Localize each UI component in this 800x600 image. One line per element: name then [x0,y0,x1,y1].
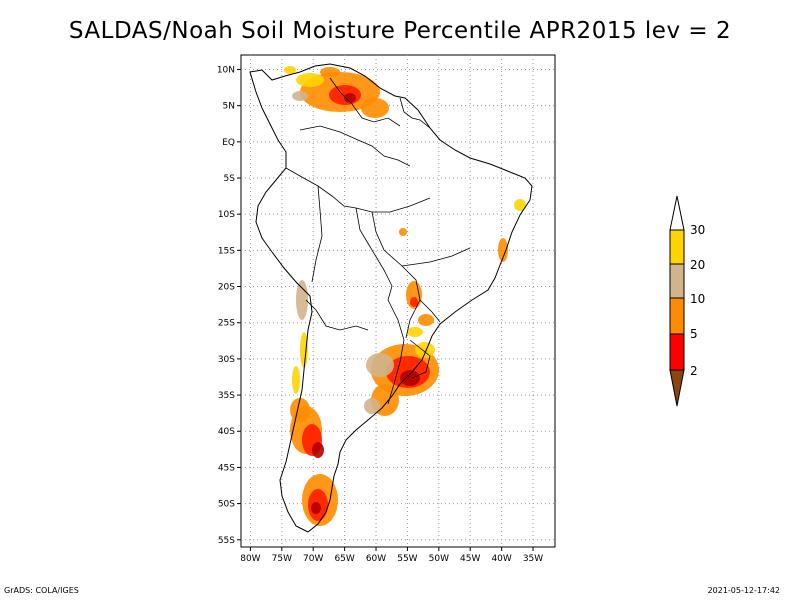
lon-tick-label: 50W [429,554,449,564]
lat-tick-label: 20S [218,283,235,293]
map-frame [240,54,556,548]
lon-tick-label: 75W [272,554,292,564]
colorbar-segment-5-10 [669,297,685,335]
lat-tick-label: 55S [218,536,235,546]
shading-patch [329,85,361,105]
shading-patch [344,93,356,103]
lat-tick-label: 40S [218,427,235,437]
lon-tick-label: 65W [334,554,354,564]
shading-patch [284,66,296,74]
lat-tick-label: 5S [224,174,236,184]
colorbar-label-20: 20 [690,258,705,272]
colorbar-segment-2-5 [669,333,685,371]
shading-patch [311,502,321,514]
lat-tick-label: EQ [222,138,235,148]
shading-patch [415,342,435,358]
lon-tick-label: 80W [240,554,260,564]
longitude-tick-labels: 80W 75W 70W 65W 60W 55W 50W 45W 40W 35W [240,554,543,564]
lat-tick-label: 30S [218,355,235,365]
lat-tick-label: 35S [218,391,235,401]
gridlines [237,55,555,551]
lat-tick-label: 15S [218,246,235,256]
lat-tick-label: 45S [218,463,235,473]
colorbar-segment-20-30 [669,229,685,265]
colorbar-bottom-triangle [669,369,685,407]
shading-patch [361,98,389,118]
colorbar-top-triangle [669,195,685,231]
shading-patch [407,327,423,337]
colorbar-label-5: 5 [690,327,698,341]
lon-tick-label: 45W [460,554,480,564]
footer-credit: GrADS: COLA/IGES [4,586,79,595]
shading-patch [410,297,418,307]
latitude-tick-labels: 10N 5N EQ 5S 10S 15S 20S 25S 30S 35S 40S 45S 50S 55S [217,65,235,545]
colorbar-label-10: 10 [690,292,705,306]
south-america-coastline [249,63,533,533]
soil-moisture-shading [284,66,526,526]
country-borders [285,77,471,405]
footer-timestamp: 2021-05-12-17:42 [707,586,780,595]
lat-tick-label: 50S [218,500,235,510]
shading-patch [364,398,380,414]
lon-tick-label: 55W [397,554,417,564]
lon-tick-label: 60W [366,554,386,564]
shading-patch [312,442,324,458]
lat-tick-label: 10N [217,65,235,75]
lon-tick-label: 70W [303,554,323,564]
lon-tick-label: 35W [523,554,543,564]
shading-patch [292,91,308,101]
shading-patch [514,199,526,211]
shading-patch [300,332,308,368]
map-title: SALDAS/Noah Soil Moisture Percentile APR… [68,18,732,44]
shading-patch [366,353,394,377]
colorbar: 30 20 10 5 2 [669,195,705,407]
colorbar-segment-10-20 [669,263,685,299]
lat-tick-label: 10S [218,210,235,220]
lat-tick-label: 25S [218,319,235,329]
lat-tick-label: 5N [223,102,235,112]
colorbar-label-30: 30 [690,223,705,237]
shading-patch [292,366,300,394]
shading-patch [418,314,434,326]
shading-patch [498,238,508,262]
shading-patch [400,370,420,386]
colorbar-label-2: 2 [690,364,698,378]
shading-patch [296,73,324,87]
shading-patch [399,228,407,236]
shading-patch [296,280,308,320]
lon-tick-label: 40W [491,554,511,564]
shading-patch [320,67,340,77]
